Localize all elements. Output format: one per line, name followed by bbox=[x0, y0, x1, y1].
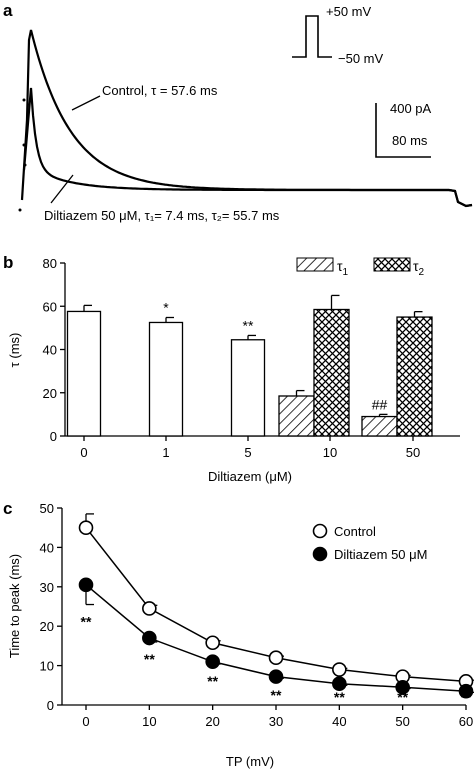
c-point-control-40 bbox=[332, 662, 347, 677]
trace-dot-2 bbox=[23, 163, 27, 167]
c-annotation-20: ** bbox=[207, 673, 218, 689]
c-point-control-0 bbox=[78, 520, 94, 536]
c-x-tick-label-50: 50 bbox=[395, 714, 409, 729]
c-y-tick-label-0: 0 bbox=[47, 698, 54, 713]
scale-bar-time-label: 80 ms bbox=[392, 133, 428, 148]
bar-τ-5 bbox=[230, 339, 266, 437]
b-x-axis-label: Diltiazem (μM) bbox=[208, 469, 292, 484]
protocol-low-label: −50 mV bbox=[338, 51, 383, 66]
bar-τ-0 bbox=[66, 310, 102, 437]
c-annotation-40: ** bbox=[334, 689, 345, 705]
voltage-protocol bbox=[292, 15, 332, 58]
bar-τ2-10 bbox=[313, 308, 350, 437]
b-x-tick-label-1: 1 bbox=[162, 445, 169, 460]
panel-letter-c: c bbox=[3, 499, 12, 518]
b-y-tick-label-20: 20 bbox=[43, 386, 57, 401]
panel-letter-a: a bbox=[3, 1, 13, 20]
c-y-tick-label-50: 50 bbox=[40, 501, 54, 516]
b-x-tick-label-5: 5 bbox=[244, 445, 251, 460]
c-point-diltiazem-30 bbox=[268, 669, 284, 684]
b-y-tick-label-60: 60 bbox=[43, 299, 57, 314]
legend-diltiazem-marker bbox=[312, 546, 328, 562]
b-x-tick-label-0: 0 bbox=[80, 445, 87, 460]
trace-onset-dots bbox=[18, 98, 27, 212]
c-point-diltiazem-40 bbox=[332, 676, 347, 692]
legend-tau2-swatch bbox=[373, 257, 411, 272]
b-y-tick-label-0: 0 bbox=[50, 429, 57, 444]
line-plot-area: 0 10 20 30 40 50 0 10 20 30 40 50 60 ** ** ** ** ** ** ** bbox=[40, 501, 474, 729]
b-y-tick-label-80: 80 bbox=[43, 256, 57, 271]
b-x-tick-label-10: 10 bbox=[323, 445, 337, 460]
c-point-diltiazem-50 bbox=[395, 679, 410, 695]
bar-τ2-50 bbox=[396, 316, 433, 437]
control-leader-line bbox=[71, 95, 101, 111]
legend-tau1-swatch bbox=[296, 257, 334, 272]
panel-c: c 0 10 20 30 40 50 0 10 20 30 40 50 60 ** ** ** ** ** ** **… bbox=[3, 499, 474, 769]
legend-control-marker bbox=[312, 523, 328, 539]
c-x-tick-label-10: 10 bbox=[142, 714, 156, 729]
trace-dot-1 bbox=[22, 143, 26, 147]
c-point-diltiazem-0 bbox=[78, 577, 94, 593]
c-x-tick-label-30: 30 bbox=[269, 714, 283, 729]
scale-bar-current-label: 400 pA bbox=[390, 101, 432, 116]
trace-dot-0 bbox=[22, 98, 26, 102]
b-y-axis-label: τ (ms) bbox=[7, 333, 22, 368]
c-point-control-20 bbox=[205, 635, 220, 651]
c-x-tick-label-60: 60 bbox=[459, 714, 473, 729]
c-annotation-10: ** bbox=[144, 651, 155, 667]
b-annotation-50: ## bbox=[372, 396, 388, 412]
control-trace-label: Control, τ = 57.6 ms bbox=[102, 83, 218, 98]
c-annotation-0: ** bbox=[81, 614, 92, 630]
c-point-control-10 bbox=[142, 601, 157, 616]
c-y-axis-label: Time to peak (ms) bbox=[7, 554, 22, 658]
b-annotation-5: ** bbox=[243, 317, 254, 333]
c-point-control-30 bbox=[268, 650, 284, 666]
trace-control bbox=[20, 29, 473, 208]
panel-a: a +50 mV −50 mV 400 pA 80 ms Control, τ … bbox=[3, 1, 473, 223]
protocol-high-label: +50 mV bbox=[326, 4, 371, 19]
c-annotation-60: ** bbox=[461, 689, 472, 705]
legend-tau1-label: τ1 bbox=[337, 258, 349, 278]
c-y-tick-label-30: 30 bbox=[40, 580, 54, 595]
bar-τ1-10 bbox=[278, 395, 315, 437]
c-point-diltiazem-20 bbox=[205, 654, 220, 669]
legend-diltiazem-label: Diltiazem 50 μM bbox=[334, 547, 427, 562]
c-point-diltiazem-60 bbox=[458, 683, 474, 699]
bar-τ-1 bbox=[148, 321, 184, 437]
c-x-tick-label-40: 40 bbox=[332, 714, 346, 729]
legend-tau2-label: τ2 bbox=[413, 258, 425, 278]
b-x-tick-label-50: 50 bbox=[406, 445, 420, 460]
c-point-diltiazem-10 bbox=[142, 630, 157, 646]
c-y-tick-label-10: 10 bbox=[40, 659, 54, 674]
diltiazem-leader-line bbox=[50, 174, 74, 204]
b-y-tick-label-40: 40 bbox=[43, 343, 57, 358]
c-annotation-50: ** bbox=[397, 689, 408, 705]
c-annotation-30: ** bbox=[271, 687, 282, 703]
c-x-tick-label-0: 0 bbox=[82, 714, 89, 729]
b-annotation-1: * bbox=[163, 299, 169, 315]
trace-diltiazem bbox=[22, 87, 473, 208]
scale-bar bbox=[375, 103, 431, 158]
trace-dot-3 bbox=[18, 208, 22, 212]
legend-control-label: Control bbox=[334, 524, 376, 539]
diltiazem-trace-label: Diltiazem 50 μM, τ₁= 7.4 ms, τ₂= 55.7 ms bbox=[44, 208, 280, 223]
c-x-tick-label-20: 20 bbox=[205, 714, 219, 729]
c-y-tick-label-20: 20 bbox=[40, 619, 54, 634]
bar-τ1-50 bbox=[361, 415, 398, 437]
panel-letter-b: b bbox=[3, 253, 13, 272]
c-x-axis-label: TP (mV) bbox=[226, 754, 274, 769]
c-y-tick-label-40: 40 bbox=[40, 540, 54, 555]
